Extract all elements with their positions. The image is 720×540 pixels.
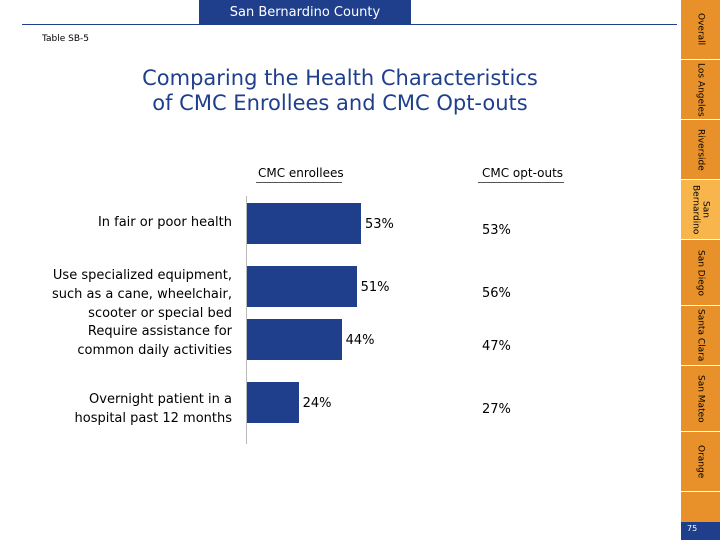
category-label: In fair or poor health <box>24 213 232 232</box>
county-tab-nav: Overall Los Angeles Riverside San Bernardin… <box>681 0 720 540</box>
category-label-line: scooter or special bed <box>88 306 232 321</box>
category-label-line: Overnight patient in a <box>89 392 232 407</box>
tab-label: San Diego <box>695 249 706 296</box>
category-label-line: common daily activities <box>77 343 232 358</box>
tab-label: San Mateo <box>695 374 706 423</box>
enrollee-value-label: 44% <box>345 333 375 348</box>
tab-santa-clara[interactable]: Santa Clara <box>681 306 720 366</box>
optout-value-label: 47% <box>482 339 511 354</box>
tab-san-mateo[interactable]: San Mateo <box>681 366 720 432</box>
header-divider <box>22 24 677 25</box>
category-label-line: hospital past 12 months <box>74 411 233 426</box>
category-label: Require assistance for common daily activ… <box>24 322 232 360</box>
chart-axis-line <box>246 196 247 444</box>
tab-overall[interactable]: Overall <box>681 0 720 60</box>
tab-label: Santa Clara <box>695 309 706 362</box>
tab-san-bernardino[interactable]: San Bernardino <box>681 180 720 240</box>
enrollee-bar <box>247 319 342 360</box>
category-label-line: Use specialized equipment, <box>52 268 232 283</box>
enrollee-value-label: 51% <box>360 280 390 295</box>
optout-value-label: 53% <box>482 223 511 238</box>
category-label-line: In fair or poor health <box>97 215 232 230</box>
tab-label: Orange <box>695 444 706 479</box>
optouts-column-rule <box>478 182 564 183</box>
enrollee-value-label: 53% <box>364 217 394 232</box>
table-id: Table SB-5 <box>42 34 89 44</box>
page-title-line-2: of CMC Enrollees and CMC Opt-outs <box>152 91 528 115</box>
enrollees-column-header: CMC enrollees <box>258 166 344 180</box>
tab-label: Riverside <box>695 128 706 171</box>
tab-label: Overall <box>695 13 706 46</box>
optout-value-label: 56% <box>482 286 511 301</box>
enrollees-column-rule <box>256 182 342 183</box>
tab-riverside[interactable]: Riverside <box>681 120 720 180</box>
enrollee-bar <box>247 203 361 244</box>
category-label-line: such as a cane, wheelchair, <box>51 287 232 302</box>
tab-los-angeles[interactable]: Los Angeles <box>681 60 720 120</box>
county-banner: San Bernardino County <box>199 0 411 24</box>
optout-value-label: 27% <box>482 402 511 417</box>
enrollee-bar <box>247 266 357 307</box>
category-label: Overnight patient in a hospital past 12 m… <box>24 390 233 428</box>
optouts-column-header: CMC opt-outs <box>482 166 564 180</box>
category-label: Use specialized equipment, such as a cane… <box>24 266 232 323</box>
tab-label: Los Angeles <box>695 62 706 117</box>
enrollee-value-label: 24% <box>302 396 332 411</box>
county-banner-label: San Bernardino County <box>229 4 381 20</box>
page-title: Comparing the Health Characteristics of … <box>110 66 570 116</box>
category-label-line: Require assistance for <box>87 324 232 339</box>
tab-label: San Bernardino <box>690 184 711 235</box>
page-number: 75 <box>681 522 720 540</box>
tab-san-diego[interactable]: San Diego <box>681 240 720 306</box>
tab-orange[interactable]: Orange <box>681 432 720 492</box>
page-title-line-1: Comparing the Health Characteristics <box>142 66 538 90</box>
enrollee-bar <box>247 382 299 423</box>
